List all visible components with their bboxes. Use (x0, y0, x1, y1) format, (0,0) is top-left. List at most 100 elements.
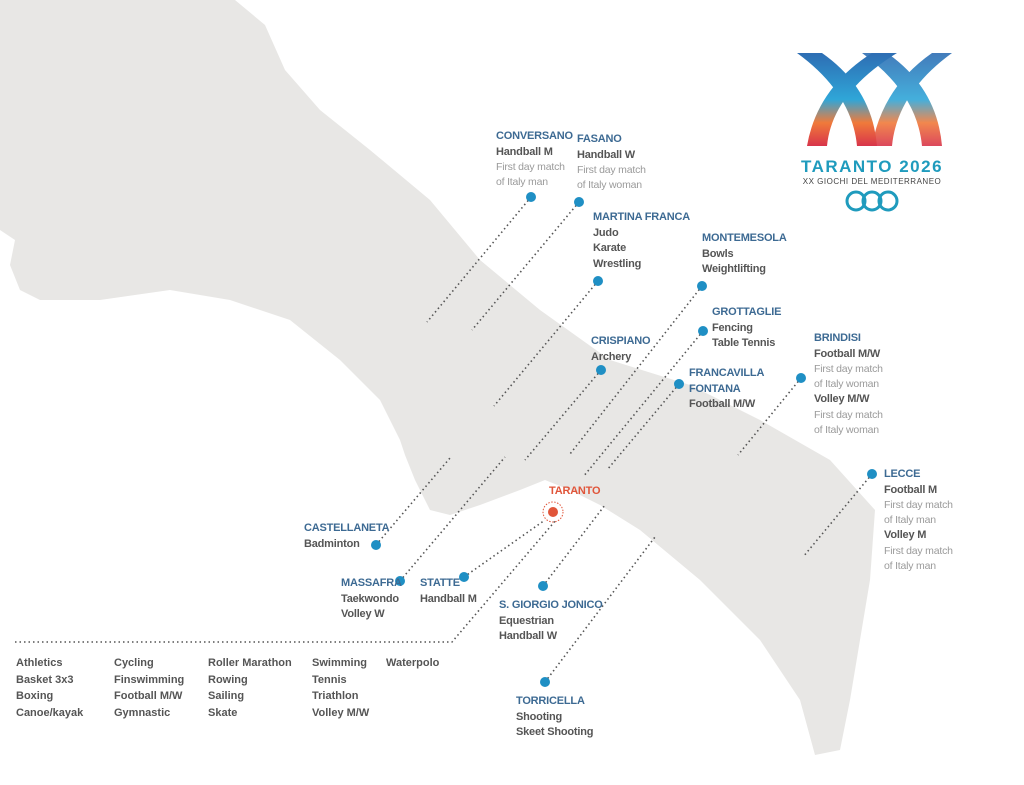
venue-label: MONTEMESOLA Bowls Weightlifting (702, 231, 787, 278)
venue-marker[interactable] (674, 379, 684, 389)
sport-item: Volley M/W (312, 706, 370, 719)
venue-label: LECCE Football M First day match of Italy m… (884, 467, 953, 574)
sports-column: Roller Marathon Rowing Sailing Skate (208, 655, 292, 721)
venue-marker[interactable] (540, 677, 550, 687)
venue-note: First day match (884, 499, 953, 511)
venue-sport: Handball W (499, 630, 557, 642)
venue-marker[interactable] (596, 365, 606, 375)
sport-item: Cycling (114, 657, 154, 669)
sport-item: Swimming (312, 657, 368, 669)
venue-city: CASTELLANETA (304, 522, 390, 534)
venue-sport: Handball M (496, 145, 553, 158)
sport-item: Football M/W (114, 690, 183, 702)
venue-sport: Fencing (712, 321, 753, 334)
venue-note: of Italy woman (814, 423, 879, 436)
venue-label: MARTINA FRANCA Judo Karate Wrestling (593, 210, 690, 272)
venue-city: S. GIORGIO JONICO (499, 599, 603, 611)
venue-marker[interactable] (395, 576, 405, 586)
venue-city: FRANCAVILLA FONTANA (689, 367, 764, 395)
venue-note: First day match (884, 544, 953, 557)
sport-item: Finswimming (114, 673, 185, 686)
venue-city: CRISPIANO (591, 335, 651, 347)
venue-note: First day match (496, 161, 565, 173)
sports-column: Waterpolo (386, 655, 439, 672)
venue-label: CASTELLANETA Badminton (304, 521, 390, 552)
sport-item: Tennis (312, 673, 347, 686)
venue-marker[interactable] (526, 192, 536, 202)
connector-line (493, 280, 599, 407)
venue-label: STATTE Handball M (420, 576, 477, 607)
venue-marker[interactable] (698, 326, 708, 336)
venue-city: GROTTAGLIE (712, 306, 782, 318)
venue-sport: Karate (593, 242, 627, 254)
venue-marker[interactable] (593, 276, 603, 286)
venue-sport: Volley M/W (814, 393, 870, 405)
venue-sport: Badminton (304, 537, 360, 550)
connector-line (737, 377, 802, 456)
venue-sport: Volley M (884, 529, 927, 541)
venue-note: of Italy man (496, 176, 548, 188)
venue-marker[interactable] (459, 572, 469, 582)
sports-column: Cycling Finswimming Football M/W Gymnastic (114, 655, 184, 721)
connector-line (463, 519, 546, 578)
sports-column: Swimming Tennis Triathlon Volley M/W (312, 655, 369, 721)
connector-line (375, 457, 451, 546)
venue-label: TORRICELLA Shooting Skeet Shooting (516, 694, 593, 741)
sport-item: Basket 3x3 (16, 673, 74, 686)
venue-sport: Volley W (341, 608, 385, 620)
venue-note: of Italy man (884, 514, 936, 526)
logo-subtitle: XX GIOCHI DEL MEDITERRANEO (802, 177, 942, 186)
venue-marker[interactable] (538, 581, 548, 591)
venue-sport: Table Tennis (712, 337, 776, 349)
venue-sport: Bowls (702, 247, 734, 260)
venue-marker[interactable] (796, 373, 806, 383)
taranto-connector-line (15, 519, 557, 643)
venue-sport: Taekwondo (341, 592, 399, 605)
connector-line (524, 369, 602, 461)
venue-city: MONTEMESOLA (702, 232, 787, 244)
venue-label: MASSAFRA Taekwondo Volley W (341, 576, 402, 623)
venue-sport: Archery (591, 350, 632, 363)
sport-item: Roller Marathon (208, 657, 292, 669)
rings-icon (845, 190, 899, 212)
logo: TARANTO 2026 XX GIOCHI DEL MEDITERRANEO (792, 48, 952, 221)
venue-city: BRINDISI (814, 332, 861, 344)
venue-sport: Football M/W (689, 398, 756, 410)
venue-note: First day match (814, 363, 883, 375)
venue-sport: Handball M (420, 592, 477, 605)
connector-line (426, 196, 532, 323)
venue-label: BRINDISI Football M/W First day match of It… (814, 331, 883, 438)
venue-label: GROTTAGLIE Fencing Table Tennis (712, 305, 781, 352)
venue-marker[interactable] (371, 540, 381, 550)
taranto-marker (548, 507, 558, 517)
sport-item: Skate (208, 706, 238, 719)
logo-title: TARANTO 2026 (800, 157, 944, 176)
venue-sport: Shooting (516, 710, 563, 723)
venue-city: LECCE (884, 468, 921, 480)
sport-item: Boxing (16, 690, 54, 702)
venue-sport: Equestrian (499, 614, 554, 627)
venue-sport: Wrestling (593, 257, 642, 270)
venue-sport: Handball W (577, 148, 635, 161)
connector-line (399, 456, 506, 582)
venue-sport: Judo (593, 226, 619, 239)
venue-note: of Italy woman (814, 378, 879, 390)
venue-label: CONVERSANO Handball M First day match of It… (496, 129, 573, 190)
connector-line (471, 201, 580, 331)
venue-marker[interactable] (867, 469, 877, 479)
venue-sport: Football M (884, 483, 937, 496)
connector-line (544, 536, 656, 683)
venue-note: of Italy woman (577, 179, 642, 191)
venue-label: S. GIORGIO JONICO Equestrian Handball W (499, 598, 603, 645)
sport-item: Waterpolo (386, 657, 440, 669)
taranto-marker-ring (542, 501, 564, 523)
venue-sport: Weightlifting (702, 263, 766, 275)
sport-item: Sailing (208, 690, 245, 702)
venue-label: TARANTO (549, 484, 601, 500)
venue-city: TORRICELLA (516, 695, 585, 707)
venue-label: CRISPIANO Archery (591, 334, 651, 365)
venue-marker[interactable] (574, 197, 584, 207)
venue-marker[interactable] (697, 281, 707, 291)
sport-item: Rowing (208, 673, 248, 686)
venue-sport: Football M/W (814, 347, 881, 360)
